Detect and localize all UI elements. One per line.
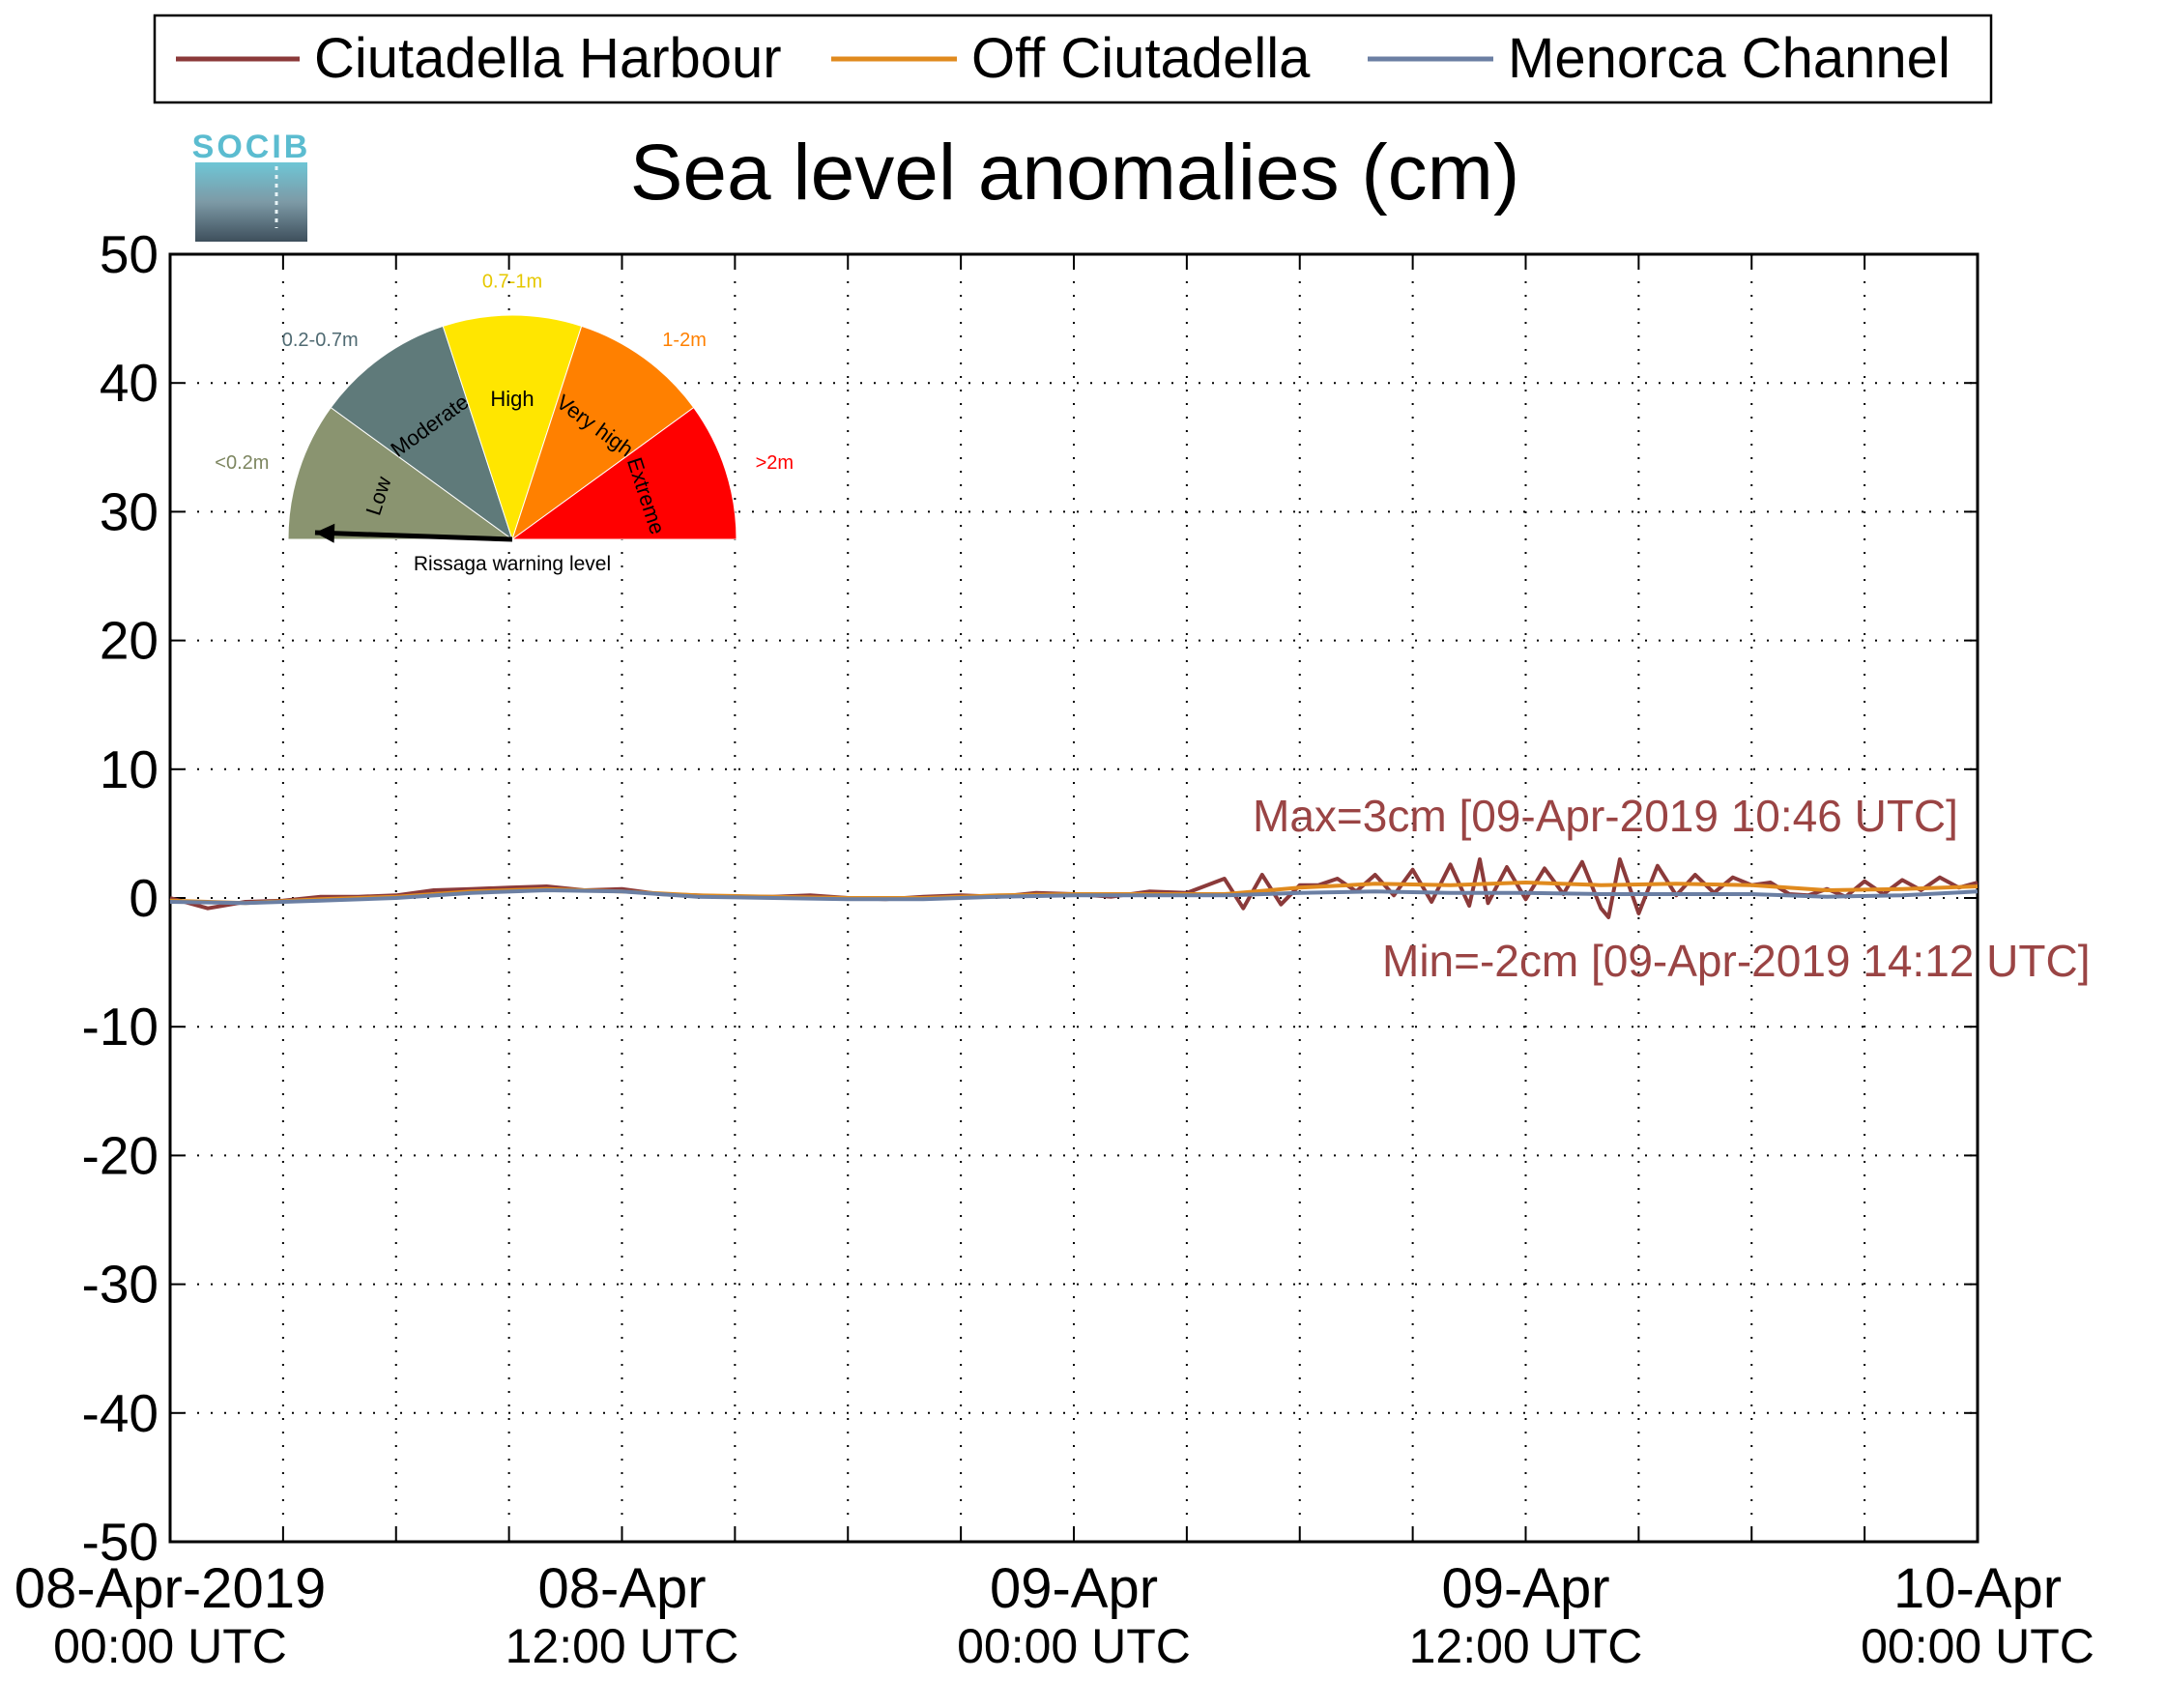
gauge-range-low: <0.2m [215,452,269,474]
max-annotation: Max=3cm [09-Apr-2019 10:46 UTC] [1253,791,1958,841]
min-annotation: Min=-2cm [09-Apr-2019 14:12 UTC] [1382,936,2090,986]
gauge-title: Rissaga warning level [414,553,611,575]
y-tick-label: -30 [82,1255,159,1315]
gauge-range-very-high: 1-2m [662,330,707,351]
socib-logo-text: SOCIB [192,129,311,165]
x-tick-label-date: 10-Apr [1893,1557,2062,1620]
series-line-ciutadella-harbour [169,857,1979,919]
y-tick-label: 50 [100,224,159,284]
gauge-needle-arrowhead [314,523,335,543]
y-tick-label: 30 [100,481,159,541]
y-tick-label: -10 [82,997,159,1057]
series-line-menorca-channel [169,888,1979,906]
x-tick-label-date: 08-Apr [537,1557,706,1620]
x-tick-label-time: 12:00 UTC [506,1619,739,1673]
gauge-needle [314,530,513,542]
gauge-segment-very-high [511,325,695,541]
chart-title: Sea level anomalies (cm) [630,129,1520,217]
gauge-segment-low [287,406,514,540]
y-tick-label: -20 [82,1125,159,1185]
legend-label-menorca-channel: Menorca Channel [1508,27,1950,90]
gauge-range-extreme: >2m [756,452,794,474]
y-tick-label: 20 [100,611,159,671]
y-tick-label: -40 [82,1383,159,1443]
x-tick-label-date: 08-Apr-2019 [14,1557,326,1620]
x-tick-label-time: 00:00 UTC [957,1619,1191,1673]
legend: Ciutadella Harbour Off Ciutadella Menorc… [153,14,1993,104]
gauge-segment-moderate [330,325,513,541]
x-tick-label-date: 09-Apr [990,1557,1158,1620]
y-tick-label: 0 [129,868,159,928]
gauge-segment-high [442,314,583,541]
gauge-range-moderate: 0.2-0.7m [282,330,359,351]
y-tick-label: 40 [100,353,159,413]
gauge-label-high: High [490,387,534,411]
x-tick-label-date: 09-Apr [1441,1557,1609,1620]
y-axis-ticks: 50 40 30 20 10 0 -10 -20 -30 -40 -50 [82,224,1978,1572]
gauge-segment-extreme [510,406,737,540]
y-tick-label: 10 [100,739,159,799]
legend-label-ciutadella-harbour: Ciutadella Harbour [314,27,782,90]
gauge-range-high: 0.7-1m [482,271,542,292]
socib-logo: SOCIB [192,129,311,242]
x-tick-label-time: 00:00 UTC [53,1619,287,1673]
socib-logo-mark [195,162,307,242]
legend-box [153,14,1993,104]
y-tick-label: -50 [82,1512,159,1572]
data-series [169,857,1979,919]
legend-label-off-ciutadella: Off Ciutadella [971,27,1311,90]
x-tick-label-time: 00:00 UTC [1861,1619,2095,1673]
x-tick-label-time: 12:00 UTC [1409,1619,1643,1673]
